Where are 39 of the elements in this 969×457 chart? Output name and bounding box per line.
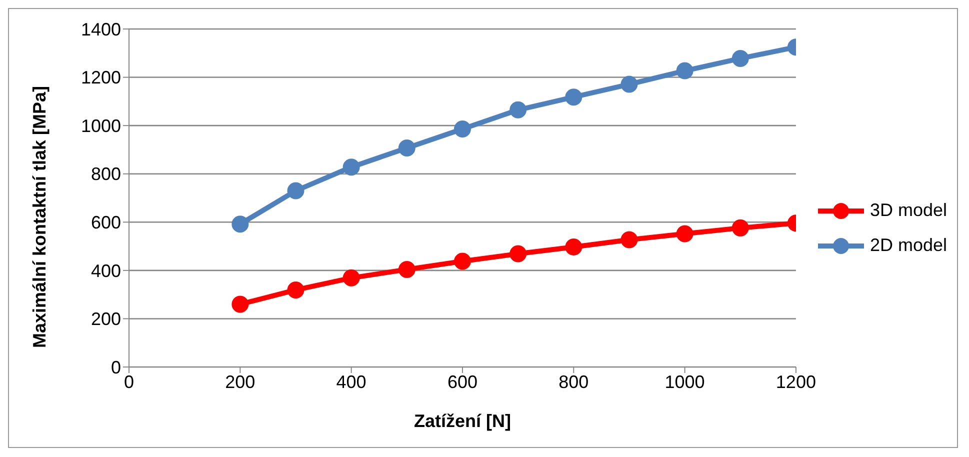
point xyxy=(510,245,527,262)
x-tick-label: 0 xyxy=(124,372,134,392)
y-tick-label: 1000 xyxy=(80,116,121,136)
y-tick-label: 600 xyxy=(90,212,121,233)
x-tick-label: 800 xyxy=(558,372,589,392)
y-tick-label: 200 xyxy=(90,309,121,330)
point xyxy=(454,252,471,270)
point xyxy=(287,182,304,200)
legend-label: 2D model xyxy=(870,235,947,256)
point xyxy=(732,50,749,67)
point xyxy=(676,62,694,80)
point xyxy=(232,296,249,313)
point xyxy=(510,101,527,118)
point xyxy=(454,120,471,138)
y-tick-label: 0 xyxy=(110,357,121,378)
y-tick-label: 1400 xyxy=(80,19,121,40)
x-tick-label: 600 xyxy=(447,372,478,392)
x-tick-label: 1200 xyxy=(776,372,816,392)
legend-label: 3D model xyxy=(870,200,947,221)
y-axis-title: Maximální kontaktní tlak [MPa] xyxy=(29,86,50,348)
y-tick-label: 400 xyxy=(90,260,121,281)
point xyxy=(620,231,638,248)
point xyxy=(676,225,694,242)
point xyxy=(342,269,360,286)
point xyxy=(398,260,416,278)
point xyxy=(565,88,582,106)
x-tick-label: 1000 xyxy=(664,372,705,392)
x-tick-label: 400 xyxy=(336,372,366,392)
y-tick-label: 1200 xyxy=(80,68,121,88)
point xyxy=(732,219,749,236)
x-tick-label: 200 xyxy=(225,372,256,392)
point xyxy=(342,158,360,176)
y-tick-label: 800 xyxy=(90,164,121,184)
point xyxy=(232,216,249,233)
point xyxy=(565,238,582,256)
x-axis-title: Zatížení [N] xyxy=(414,411,511,431)
point xyxy=(620,76,638,93)
point xyxy=(287,281,304,298)
point xyxy=(398,140,416,157)
